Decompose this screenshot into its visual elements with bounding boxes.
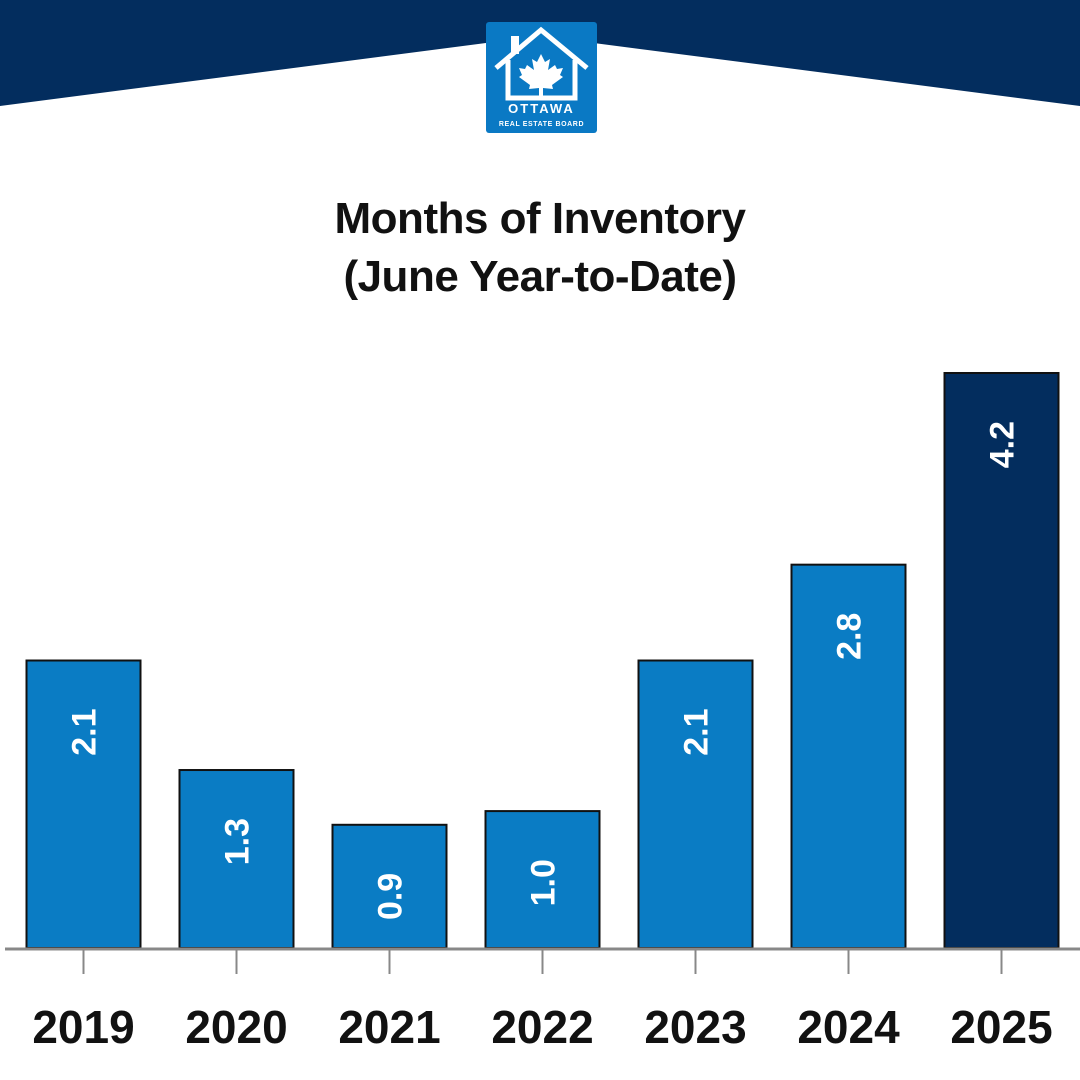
bar-value-label-2024: 2.8: [831, 613, 869, 660]
bar-2024: [790, 563, 907, 950]
ottawa-real-estate-board-logo: OTTAWA REAL ESTATE BOARD: [486, 22, 597, 133]
x-tick-label-2022: 2022: [491, 1001, 593, 1053]
x-tick-label-2019: 2019: [32, 1001, 134, 1053]
bar-value-label-2020: 1.3: [219, 818, 257, 865]
header-band: [0, 0, 1080, 106]
bar-value-label-2023: 2.1: [678, 709, 716, 756]
bar-value-label-2025: 4.2: [984, 421, 1022, 468]
x-tick-label-2025: 2025: [950, 1001, 1052, 1053]
chart-subtitle: (June Year-to-Date): [343, 252, 737, 301]
chart-title: Months of Inventory: [334, 194, 746, 243]
chart-title-block: Months of Inventory (June Year-to-Date): [0, 190, 1080, 306]
x-tick-label-2024: 2024: [797, 1001, 900, 1053]
x-tick-label-2021: 2021: [338, 1001, 440, 1053]
x-tick-label-2020: 2020: [185, 1001, 287, 1053]
house-maple-leaf-icon: [494, 26, 589, 101]
logo-text-ottawa: OTTAWA: [508, 101, 575, 116]
bar-2022: [484, 810, 601, 949]
logo-text-real-estate-board: REAL ESTATE BOARD: [498, 121, 585, 128]
bar-value-label-2022: 1.0: [525, 859, 563, 906]
x-tick-label-2023: 2023: [644, 1001, 746, 1053]
bar-2023: [637, 659, 754, 949]
bar-2019: [25, 659, 142, 949]
bar-value-label-2019: 2.1: [66, 709, 104, 756]
bar-2021: [331, 823, 448, 949]
header-band-shape: [0, 0, 1080, 106]
bar-value-label-2021: 0.9: [372, 873, 410, 920]
bar-2020: [178, 769, 295, 949]
